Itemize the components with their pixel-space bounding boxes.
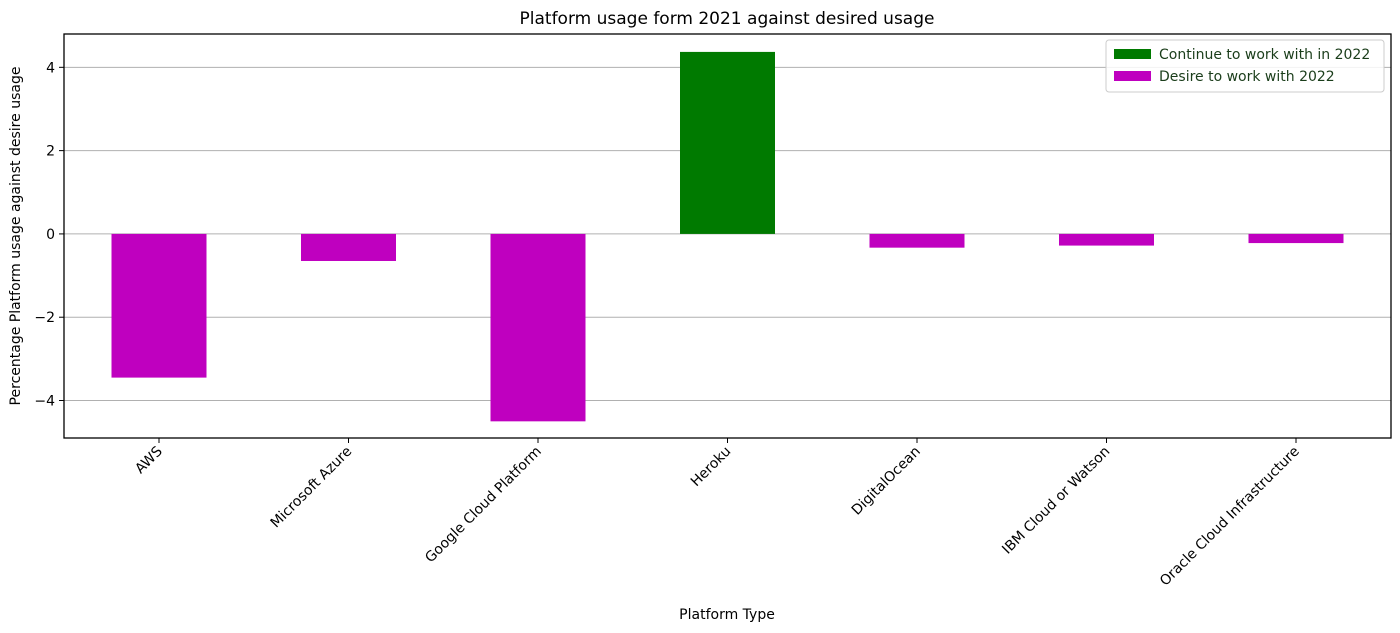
x-tick-label: Google Cloud Platform	[422, 444, 545, 567]
x-tick-label: AWS	[132, 443, 166, 477]
bars	[111, 51, 1344, 422]
bar	[869, 233, 965, 248]
y-tick-label: 0	[46, 227, 55, 243]
legend-swatch	[1114, 71, 1151, 81]
y-axis-ticks: −4 −2 0 2 4	[34, 60, 64, 410]
bar	[1248, 233, 1344, 244]
y-tick-label: 4	[46, 60, 55, 76]
chart-title: Platform usage form 2021 against desired…	[520, 9, 935, 29]
x-tick-label: Heroku	[688, 444, 734, 490]
x-tick-label: Microsoft Azure	[268, 444, 356, 532]
legend: Continue to work with in 2022 Desire to w…	[1105, 39, 1385, 93]
legend-label: Continue to work with in 2022	[1159, 47, 1370, 63]
bar	[1059, 233, 1154, 246]
x-tick-label: Oracle Cloud Infrastructure	[1157, 444, 1303, 590]
x-tick-label: DigitalOcean	[849, 444, 924, 519]
legend-label: Desire to work with 2022	[1159, 69, 1335, 85]
x-tick-label: IBM Cloud or Watson	[999, 444, 1113, 558]
y-tick-label: −4	[34, 394, 55, 410]
legend-swatch	[1114, 49, 1151, 59]
bar	[111, 233, 207, 378]
legend-box	[1105, 39, 1385, 93]
x-axis-ticks: AWS Microsoft Azure Google Cloud Platform H…	[132, 438, 1303, 589]
bar	[680, 51, 775, 234]
x-axis-label: Platform Type	[679, 607, 775, 623]
bar	[301, 233, 396, 261]
y-tick-label: −2	[34, 310, 55, 326]
y-tick-label: 2	[46, 144, 55, 160]
bar	[490, 233, 586, 422]
y-axis-label: Percentage Platform usage against desire…	[8, 67, 24, 406]
